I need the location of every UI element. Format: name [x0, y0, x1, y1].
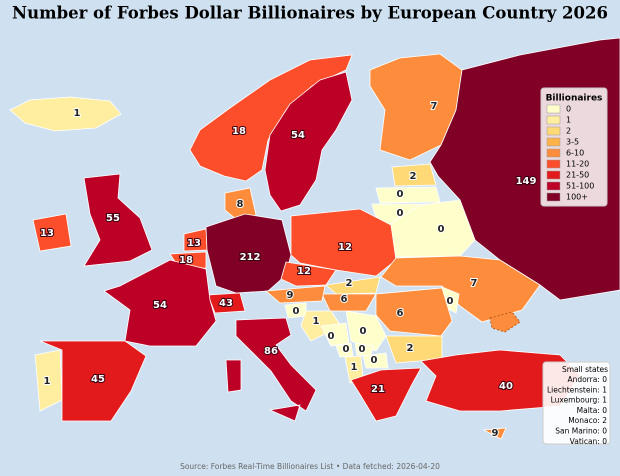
region-label: 149	[516, 176, 537, 187]
region-label: 55	[106, 213, 120, 224]
small-state-entry: Monaco: 2	[568, 416, 607, 425]
legend-label: 51-100	[566, 182, 594, 191]
hatched-area	[489, 311, 521, 333]
legend-swatch	[546, 126, 561, 136]
legend: 0 1 2 3-5 6-10 11-20 21-50 51-100 100+	[546, 104, 594, 202]
legend-swatch	[546, 137, 561, 147]
region	[482, 427, 507, 440]
legend-label: 3-5	[566, 138, 579, 147]
region	[39, 340, 147, 422]
legend-title: Billionaires	[546, 94, 603, 104]
legend-swatch	[546, 104, 561, 114]
region	[9, 96, 122, 132]
region-label: 0	[371, 355, 378, 366]
small-state-entry: Vatican: 0	[570, 437, 608, 446]
small-states-title: Small states	[562, 365, 608, 374]
small-state-entry: San Marino: 0	[555, 427, 607, 436]
region	[335, 342, 354, 358]
region-label: 1	[313, 316, 320, 327]
legend-label: 21-50	[566, 171, 589, 180]
source-note: Source: Forbes Real-Time Billionaires Li…	[180, 462, 440, 471]
legend-label: 11-20	[566, 160, 589, 169]
region	[325, 276, 381, 295]
region	[362, 352, 389, 369]
region-label: 1	[44, 376, 51, 387]
region-label: 0	[343, 344, 350, 355]
legend-label: 0	[566, 105, 571, 114]
region-label: 12	[338, 242, 352, 253]
legend-swatch	[546, 192, 561, 202]
legend-swatch	[546, 115, 561, 125]
region-label: 13	[187, 238, 201, 249]
region-label: 0	[359, 344, 366, 355]
region-label: 6	[397, 308, 404, 319]
legend-label: 100+	[566, 193, 588, 202]
region-label: 21	[371, 384, 385, 395]
region-label: 0	[438, 224, 445, 235]
region-label: 0	[397, 208, 404, 219]
region-label: 2	[407, 343, 414, 354]
region	[350, 367, 422, 422]
legend-label: 1	[566, 116, 571, 125]
region	[264, 71, 353, 212]
legend-swatch	[546, 181, 561, 191]
region	[375, 186, 441, 204]
legend-swatch	[546, 170, 561, 180]
region-label: 18	[232, 126, 246, 137]
region-label: 40	[499, 381, 513, 392]
region	[83, 173, 153, 267]
small-states-box	[542, 361, 611, 445]
region-label: 54	[291, 130, 305, 141]
map-title: Number of Forbes Dollar Billionaires by …	[12, 4, 608, 23]
region-label: 212	[240, 252, 261, 263]
region-label: 43	[219, 298, 233, 309]
region-label: 2	[346, 278, 353, 289]
region	[345, 310, 387, 352]
region-label: 1	[74, 108, 81, 119]
region-label: 9	[492, 428, 499, 439]
region-label: 2	[410, 171, 417, 182]
small-state-entry: Liechtenstein: 1	[547, 385, 607, 394]
region	[265, 285, 326, 304]
legend-label: 2	[566, 127, 571, 136]
region	[103, 259, 217, 347]
region-label: 0	[447, 296, 454, 307]
region-label: 8	[237, 199, 244, 210]
region	[280, 261, 337, 287]
region	[225, 317, 317, 422]
legend-label: 6-10	[566, 149, 584, 158]
region-label: 13	[40, 228, 54, 239]
region-label: 12	[297, 266, 311, 277]
region-label: 6	[341, 294, 348, 305]
region-label: 1	[351, 362, 358, 373]
small-state-entry: Luxembourg: 1	[551, 396, 608, 405]
region	[321, 293, 377, 312]
region-label: 0	[360, 326, 367, 337]
legend-swatch	[546, 159, 561, 169]
region	[290, 208, 397, 277]
small-state-entry: Andorra: 0	[567, 375, 607, 384]
region-label: 18	[179, 255, 193, 266]
region-label: 9	[287, 290, 294, 301]
region	[391, 163, 437, 187]
region-label: 45	[91, 374, 105, 385]
region	[32, 213, 72, 252]
legend-swatch	[546, 148, 561, 158]
region-label: 0	[293, 306, 300, 317]
region-label: 54	[153, 300, 167, 311]
region-label: 7	[431, 101, 438, 112]
region	[207, 292, 246, 314]
region-label: 0	[328, 331, 335, 342]
region-label: 86	[264, 346, 278, 357]
region-label: 7	[471, 278, 478, 289]
small-state-entry: Malta: 0	[577, 406, 608, 415]
region-label: 0	[397, 189, 404, 200]
region	[380, 255, 541, 323]
